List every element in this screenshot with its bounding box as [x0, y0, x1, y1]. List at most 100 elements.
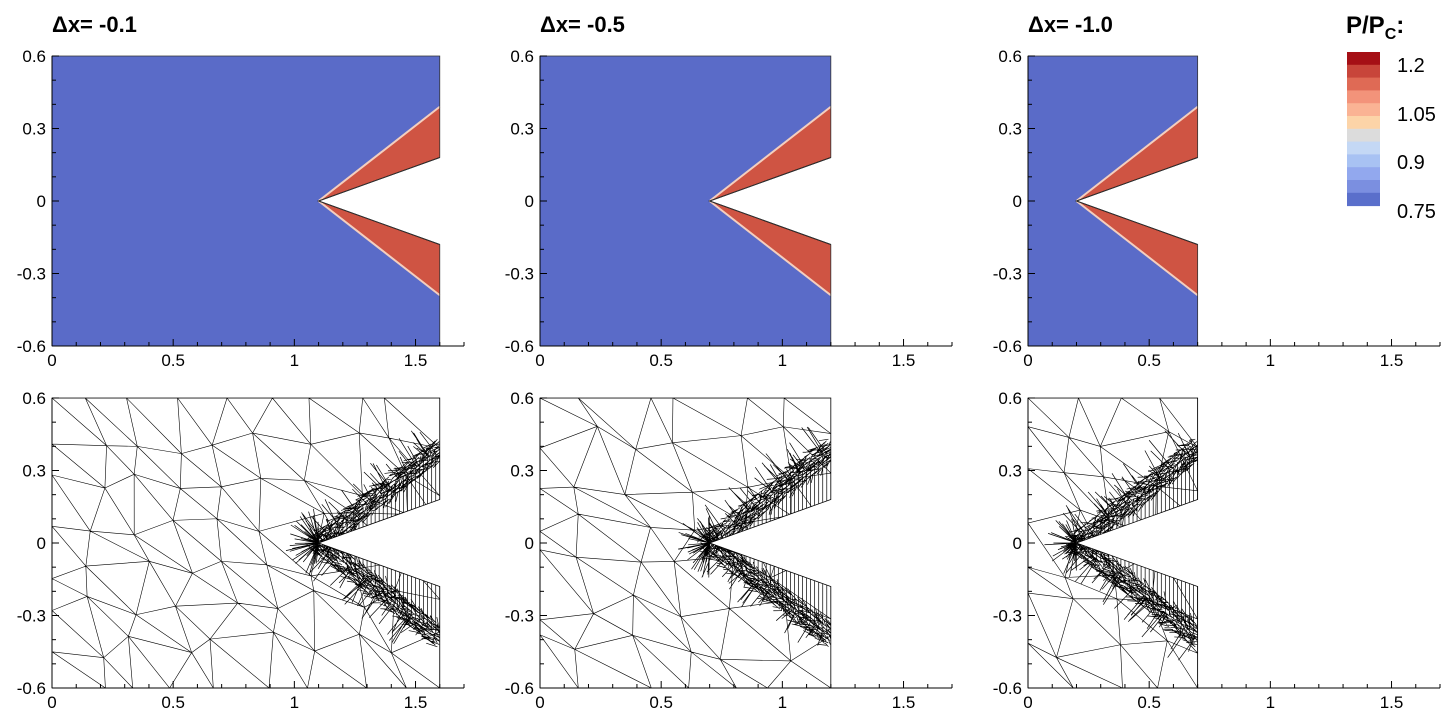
- legend-title: P/PC:: [1346, 12, 1405, 43]
- y-tick-label: 0: [1013, 534, 1022, 553]
- legend-swatch: [1347, 154, 1380, 168]
- legend-swatch: [1347, 167, 1380, 181]
- shock-front-lower: [1075, 200, 1199, 297]
- y-tick-label: 0.6: [510, 389, 534, 408]
- shock-front-lower: [709, 200, 832, 297]
- x-tick-label: 1: [290, 693, 299, 712]
- y-tick-label: 0.3: [22, 120, 46, 139]
- x-tick-label: 1: [290, 351, 299, 370]
- y-tick-label: -0.6: [17, 337, 46, 356]
- panel-1: 0 0.5 1 1.5 -0.6 -0.3 0 0.3 0.6: [17, 47, 465, 370]
- x-tick-label: 1: [1266, 693, 1275, 712]
- legend-label: 1.05: [1397, 104, 1436, 126]
- mesh-lines: [52, 398, 440, 688]
- y-tick-label: 0: [525, 192, 534, 211]
- x-tick-label: 0: [535, 693, 544, 712]
- y-tick-label: 0.3: [998, 462, 1022, 481]
- mesh-refined: [1044, 430, 1198, 661]
- mesh-refined: [677, 426, 831, 648]
- y-tick-label: 0.6: [998, 389, 1022, 408]
- x-tick-label: 0: [1023, 351, 1032, 370]
- y-tick-label: 0.3: [510, 462, 534, 481]
- panel-2: 0 0.5 1 1.5 -0.6 -0.3 0 0.3 0.6: [505, 47, 953, 370]
- legend-swatch: [1347, 116, 1380, 130]
- y-tick-label: 0.6: [22, 389, 46, 408]
- mesh-coarse: [540, 398, 831, 688]
- y-tick-label: -0.6: [505, 337, 534, 356]
- panel-title-3: Δx= -1.0: [1028, 12, 1113, 37]
- legend-label: 1.2: [1397, 55, 1425, 77]
- shock-front-upper: [709, 105, 832, 202]
- x-tick-label: 0.5: [649, 351, 673, 370]
- legend-swatch: [1347, 192, 1380, 207]
- y-tick-label: -0.3: [993, 265, 1022, 284]
- mesh-lines: [540, 398, 831, 688]
- shock-front-upper: [317, 105, 441, 202]
- panel-title-1: Δx= -0.1: [52, 12, 137, 37]
- flow-field: [1028, 56, 1198, 346]
- x-tick-label: 0: [1023, 693, 1032, 712]
- y-tick-label: 0.3: [510, 120, 534, 139]
- legend-swatch: [1347, 64, 1380, 79]
- x-tick-label: 0: [47, 693, 56, 712]
- mesh-refined: [285, 430, 440, 648]
- y-tick-label: 0: [37, 192, 46, 211]
- x-tick-label: 0.5: [161, 351, 185, 370]
- y-tick-label: -0.6: [993, 337, 1022, 356]
- panel-5: 0 0.5 1 1.5 -0.6 -0.3 0 0.3 0.6: [505, 389, 953, 712]
- x-tick-label: 1.5: [1380, 351, 1404, 370]
- x-tick-label: 1.5: [1380, 693, 1404, 712]
- y-tick-label: -0.6: [505, 679, 534, 698]
- y-tick-label: -0.6: [993, 679, 1022, 698]
- x-tick-label: 0.5: [649, 693, 673, 712]
- x-tick-label: 0.5: [1137, 693, 1161, 712]
- x-tick-label: 1.5: [404, 693, 428, 712]
- y-tick-label: -0.6: [17, 679, 46, 698]
- flow-field: [52, 56, 440, 346]
- y-tick-label: 0.3: [998, 120, 1022, 139]
- y-tick-label: 0: [525, 534, 534, 553]
- legend-label: 0.75: [1397, 201, 1436, 223]
- shock-front-upper: [1075, 105, 1199, 202]
- mesh-lines: [1028, 398, 1198, 688]
- legend-swatch: [1347, 128, 1380, 143]
- legend-swatch: [1347, 103, 1380, 117]
- y-tick-label: 0.6: [510, 47, 534, 66]
- y-tick-label: 0.6: [998, 47, 1022, 66]
- panel-4: 0 0.5 1 1.5 -0.6 -0.3 0 0.3 0.6: [17, 389, 465, 712]
- x-tick-label: 1: [778, 351, 787, 370]
- panel-3: 0 0.5 1 1.5 -0.6 -0.3 0 0.3 0.6: [993, 47, 1441, 370]
- x-tick-label: 0.5: [161, 693, 185, 712]
- legend: 1.2 1.05 0.9 0.75: [1347, 52, 1436, 223]
- x-tick-label: 0: [47, 351, 56, 370]
- x-tick-label: 0: [535, 351, 544, 370]
- y-tick-label: -0.3: [993, 607, 1022, 626]
- legend-swatch: [1347, 90, 1380, 104]
- x-tick-label: 1.5: [892, 693, 916, 712]
- x-tick-label: 0.5: [1137, 351, 1161, 370]
- y-tick-label: 0: [37, 534, 46, 553]
- y-tick-label: 0.6: [22, 47, 46, 66]
- y-tick-label: -0.3: [505, 607, 534, 626]
- mesh-coarse: [52, 398, 440, 688]
- y-tick-label: 0.3: [22, 462, 46, 481]
- legend-label: 0.9: [1397, 152, 1425, 174]
- x-tick-label: 1.5: [892, 351, 916, 370]
- panel-6: 0 0.5 1 1.5 -0.6 -0.3 0 0.3 0.6: [993, 389, 1441, 712]
- y-tick-label: -0.3: [17, 607, 46, 626]
- y-tick-label: -0.3: [505, 265, 534, 284]
- domain-outline: [51, 397, 441, 689]
- legend-swatch: [1347, 77, 1380, 91]
- x-tick-label: 1: [778, 693, 787, 712]
- x-tick-label: 1: [1266, 351, 1275, 370]
- flow-field: [540, 56, 831, 346]
- shock-front-lower: [317, 200, 441, 297]
- panel-title-2: Δx= -0.5: [540, 12, 625, 37]
- legend-swatch: [1347, 52, 1380, 66]
- x-tick-label: 1.5: [404, 351, 428, 370]
- legend-swatch: [1347, 141, 1380, 155]
- y-tick-label: -0.3: [17, 265, 46, 284]
- legend-swatch: [1347, 180, 1380, 194]
- y-tick-label: 0: [1013, 192, 1022, 211]
